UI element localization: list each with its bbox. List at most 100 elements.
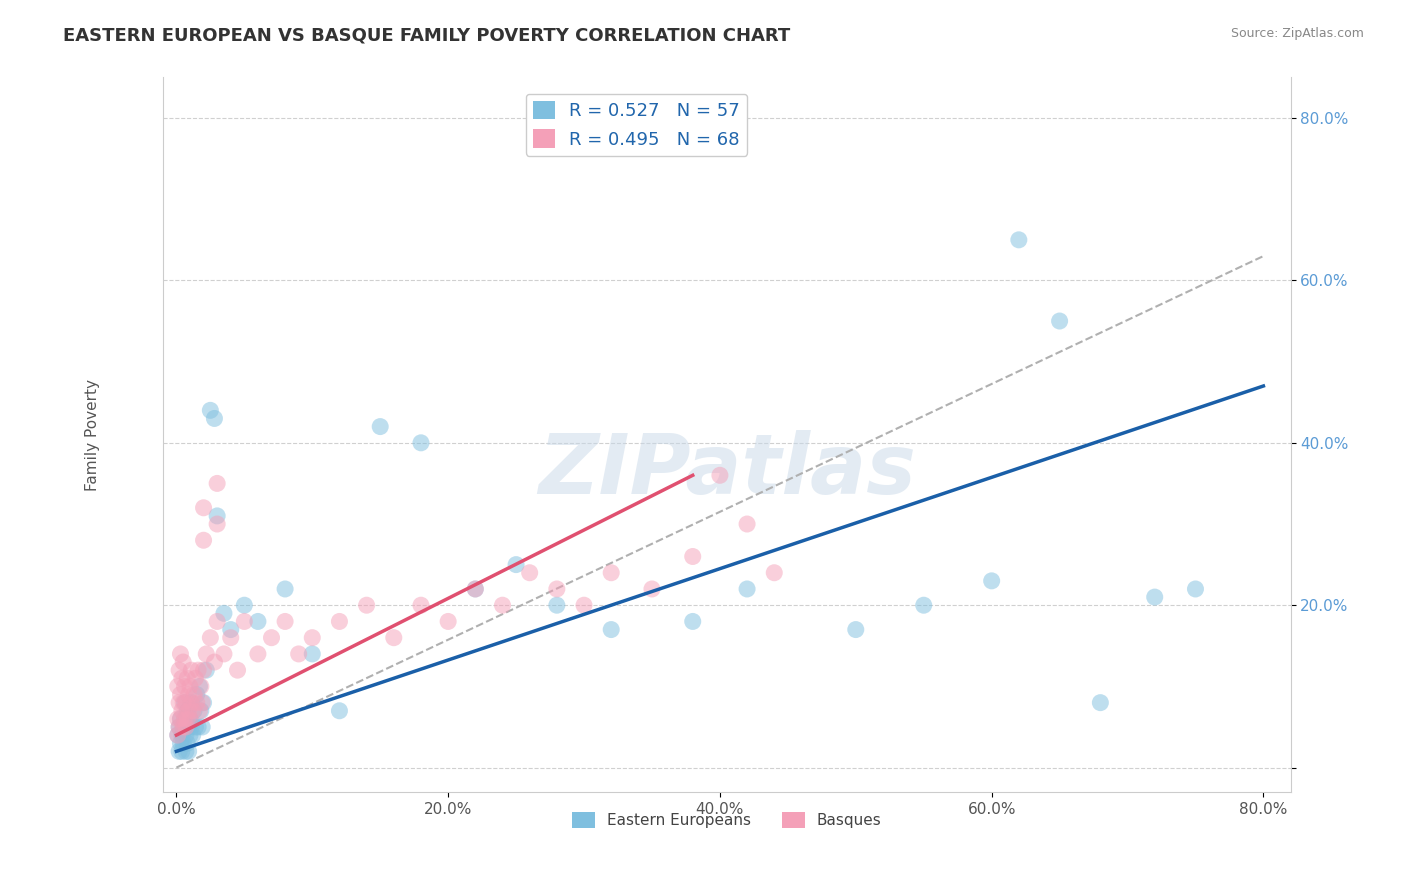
Point: [166, 728, 188, 742]
Point: [179, 712, 201, 726]
Point: [600, 623, 623, 637]
Point: [546, 582, 568, 596]
Point: [1184, 582, 1206, 596]
Point: [600, 566, 623, 580]
Point: [200, 403, 222, 417]
Point: [845, 623, 868, 637]
Point: [172, 736, 194, 750]
Point: [204, 655, 226, 669]
Point: [167, 696, 190, 710]
Point: [219, 623, 242, 637]
Point: [188, 680, 211, 694]
Point: [301, 631, 323, 645]
Point: [219, 631, 242, 645]
Point: [174, 744, 197, 758]
Point: [287, 647, 309, 661]
Point: [179, 712, 201, 726]
Point: [188, 704, 211, 718]
Point: [464, 582, 486, 596]
Point: [191, 720, 214, 734]
Point: [174, 720, 197, 734]
Point: [176, 704, 198, 718]
Point: [505, 558, 527, 572]
Point: [205, 476, 228, 491]
Y-axis label: Family Poverty: Family Poverty: [86, 379, 100, 491]
Point: [183, 704, 205, 718]
Legend: Eastern Europeans, Basques: Eastern Europeans, Basques: [565, 806, 887, 834]
Point: [1143, 590, 1166, 604]
Point: [186, 688, 208, 702]
Point: [180, 720, 202, 734]
Point: [170, 671, 193, 685]
Point: [709, 468, 731, 483]
Point: [491, 598, 513, 612]
Point: [1090, 696, 1112, 710]
Point: [187, 720, 209, 734]
Point: [546, 598, 568, 612]
Point: [173, 680, 195, 694]
Point: [169, 712, 191, 726]
Point: [180, 663, 202, 677]
Point: [212, 647, 235, 661]
Point: [190, 680, 212, 694]
Point: [233, 615, 256, 629]
Point: [172, 655, 194, 669]
Point: [176, 712, 198, 726]
Point: [173, 712, 195, 726]
Point: [735, 582, 758, 596]
Point: [191, 696, 214, 710]
Point: [572, 598, 595, 612]
Point: [356, 598, 378, 612]
Point: [328, 615, 350, 629]
Point: [260, 631, 283, 645]
Point: [170, 744, 193, 758]
Point: [180, 696, 202, 710]
Text: ZIPatlas: ZIPatlas: [537, 430, 915, 511]
Point: [166, 728, 188, 742]
Point: [167, 720, 190, 734]
Point: [246, 615, 269, 629]
Point: [183, 688, 205, 702]
Point: [167, 720, 190, 734]
Point: [184, 671, 207, 685]
Point: [170, 728, 193, 742]
Point: [682, 549, 704, 564]
Point: [1049, 314, 1071, 328]
Point: [169, 688, 191, 702]
Point: [200, 631, 222, 645]
Point: [166, 712, 188, 726]
Point: [409, 598, 432, 612]
Point: [912, 598, 935, 612]
Point: [274, 582, 297, 596]
Point: [172, 696, 194, 710]
Point: [735, 516, 758, 531]
Point: [176, 671, 198, 685]
Point: [176, 736, 198, 750]
Point: [167, 744, 190, 758]
Point: [169, 712, 191, 726]
Point: [193, 500, 215, 515]
Text: Source: ZipAtlas.com: Source: ZipAtlas.com: [1230, 27, 1364, 40]
Point: [205, 516, 228, 531]
Point: [193, 663, 215, 677]
Text: EASTERN EUROPEAN VS BASQUE FAMILY POVERTY CORRELATION CHART: EASTERN EUROPEAN VS BASQUE FAMILY POVERT…: [63, 27, 790, 45]
Point: [274, 615, 297, 629]
Point: [519, 566, 541, 580]
Point: [177, 688, 200, 702]
Point: [382, 631, 405, 645]
Point: [409, 435, 432, 450]
Point: [195, 647, 218, 661]
Point: [173, 696, 195, 710]
Point: [204, 411, 226, 425]
Point: [193, 533, 215, 548]
Point: [195, 663, 218, 677]
Point: [980, 574, 1002, 588]
Point: [193, 696, 215, 710]
Point: [173, 712, 195, 726]
Point: [166, 680, 188, 694]
Point: [464, 582, 486, 596]
Point: [301, 647, 323, 661]
Point: [177, 704, 200, 718]
Point: [641, 582, 664, 596]
Point: [177, 744, 200, 758]
